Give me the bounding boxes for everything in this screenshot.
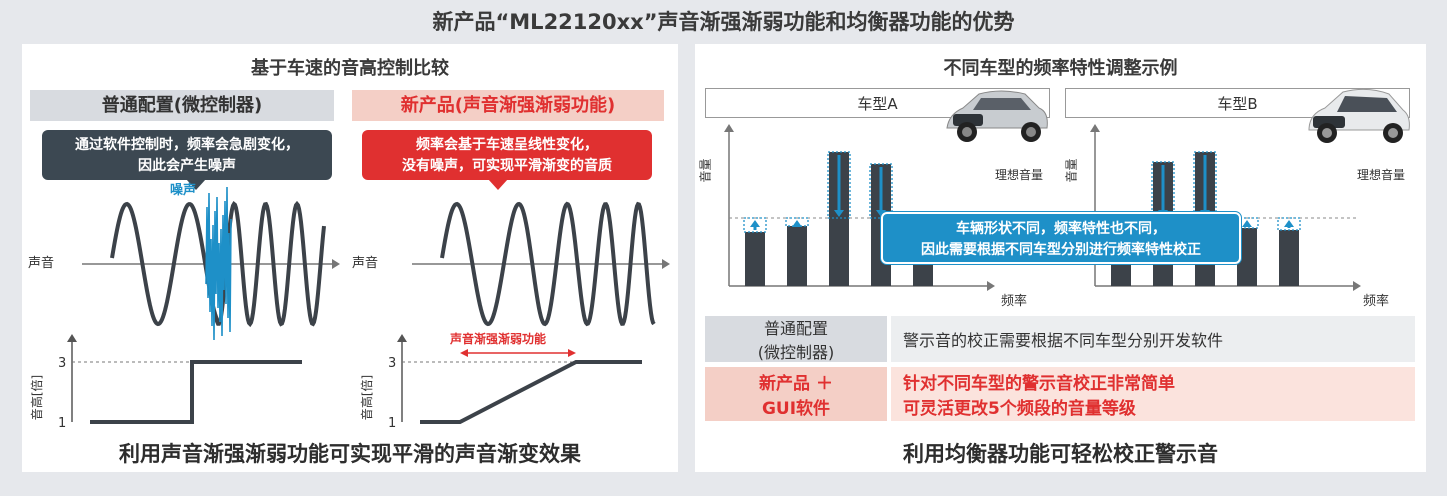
car-a-eq-bar <box>829 152 849 286</box>
row-conventional-text-line1: 警示音的校正需要根据不同车型分别开发软件 <box>903 331 1224 350</box>
car-a-eq-bar <box>787 226 807 286</box>
eq-callout-line1: 车辆形状不同，频率特性也不同， <box>956 221 1166 237</box>
car-a-eq-adjust-arrowhead <box>834 210 844 217</box>
right-panel-title: 不同车型的频率特性调整示例 <box>943 58 1178 79</box>
left-panel-title: 基于车速的音高控制比较 <box>251 58 449 79</box>
car-b-icon <box>1308 88 1410 143</box>
row-new-text-line1: 针对不同车型的警示音校正非常简单 <box>903 374 1175 394</box>
car-b-eq-bar <box>1237 228 1257 286</box>
car-a-eq-adjust-arrowhead <box>876 210 886 217</box>
row-conventional-label: 普通配置 (微控制器) <box>705 316 887 362</box>
conventional-callout-line1: 通过软件控制时，频率会急剧变化， <box>75 137 299 153</box>
car-a-eq-chart <box>724 124 995 291</box>
eq-callout-line2: 因此需要根据不同车型分别进行频率特性校正 <box>921 242 1201 258</box>
new-pitch-chart <box>397 334 642 424</box>
row-new-label-line1: 新产品 ＋ <box>759 374 833 394</box>
conventional-callout: 通过软件控制时，频率会急剧变化， 因此会产生噪声 <box>42 130 332 180</box>
car-a-eq-adjust-box <box>869 163 893 219</box>
new-product-callout: 频率会基于车速呈线性变化， 没有噪声，可实现平滑渐变的音质 <box>362 130 652 180</box>
conventional-header: 普通配置(微控制器) <box>30 90 334 121</box>
car-a-eq-adjust-box <box>743 217 767 233</box>
conventional-callout-line2: 因此会产生噪声 <box>138 158 236 174</box>
noise-spikes <box>205 186 232 341</box>
row-new-text-line2: 可灵活更改5个频段的音量等级 <box>903 399 1136 419</box>
new-sound-label: 声音 <box>352 256 379 271</box>
car-a-eq-adjust-arrowhead <box>750 220 760 227</box>
conventional-waveform <box>82 186 340 341</box>
row-new-label: 新产品 ＋ GUI软件 <box>705 367 887 421</box>
fade-function-label: 声音渐强渐弱功能 <box>450 332 547 346</box>
car-b-eq-chart <box>1090 124 1361 291</box>
car-b-eq-adjust-box <box>1277 217 1301 231</box>
fade-range-arrow-right <box>568 349 576 357</box>
car-b-ideal-label: 理想音量 <box>1357 168 1406 182</box>
car-b-eq-y-axis-arrow <box>1090 124 1100 132</box>
row-new-label-line2: GUI软件 <box>761 399 831 419</box>
noise-label: 噪声 <box>170 183 197 198</box>
right-panel: 不同车型的频率特性调整示例 车型A 车型B 音量 理想音量 频率 音量 理想音量… <box>695 44 1426 472</box>
car-a-icon <box>946 90 1048 142</box>
sound-wave-line <box>440 201 656 327</box>
car-b-eq-adjust-arrowhead <box>1284 220 1294 227</box>
car-a-eq-y-axis-arrow <box>724 124 734 132</box>
row-new-text: 针对不同车型的警示音校正非常简单 可灵活更改5个频段的音量等级 <box>891 367 1415 421</box>
car-a-eq-adjust-arrowhead <box>792 220 802 227</box>
conventional-pitch-step-line <box>90 360 302 424</box>
sound-wave-line <box>110 200 326 328</box>
new-pitch-y-arrow <box>397 334 407 342</box>
sound-x-axis-arrow <box>332 259 340 269</box>
new-pitch-ramp-line <box>420 360 642 424</box>
fade-range-arrow-left <box>460 349 468 357</box>
car-a-freq-axis-label: 频率 <box>1001 294 1028 309</box>
conventional-pitch-chart <box>67 334 302 424</box>
left-panel: 基于车速的音高控制比较 普通配置(微控制器) 新产品(声音渐强渐弱功能) 通过软… <box>22 44 678 472</box>
row-conventional-text: 警示音的校正需要根据不同车型分别开发软件 <box>891 316 1415 362</box>
conventional-tick-1: 1 <box>58 416 67 431</box>
new-product-callout-line1: 频率会基于车速呈线性变化， <box>416 137 598 153</box>
car-b-eq-bar <box>1279 230 1299 286</box>
conventional-callout-pointer <box>186 179 206 190</box>
conventional-sound-label: 声音 <box>28 256 55 271</box>
page-title: 新产品“ML22120xx”声音渐强渐弱功能和均衡器功能的优势 <box>432 10 1015 34</box>
row-conventional-label-line1: 普通配置 <box>763 319 828 338</box>
car-b-eq-x-axis-arrow <box>1353 281 1361 291</box>
row-conventional-label-line2: (微控制器) <box>757 343 835 362</box>
left-panel-conclusion: 利用声音渐强渐弱功能可实现平滑的声音渐变效果 <box>119 442 581 466</box>
new-product-header: 新产品(声音渐强渐弱功能) <box>352 90 664 121</box>
new-product-callout-pointer <box>488 179 508 190</box>
conventional-pitch-y-arrow <box>67 334 77 342</box>
eq-callout: 车辆形状不同，频率特性也不同， 因此需要根据不同车型分别进行频率特性校正 <box>881 212 1241 264</box>
right-panel-conclusion: 利用均衡器功能可轻松校正警示音 <box>903 442 1218 466</box>
new-tick-3: 3 <box>388 356 397 371</box>
conventional-tick-3: 3 <box>58 356 67 371</box>
sound-x-axis-arrow <box>662 259 670 269</box>
car-a-eq-bar <box>745 232 765 286</box>
new-product-waveform <box>412 201 670 327</box>
car-b-freq-axis-label: 频率 <box>1363 294 1390 309</box>
car-a-eq-x-axis-arrow <box>987 281 995 291</box>
car-a-ideal-label: 理想音量 <box>995 168 1044 182</box>
car-b-eq-adjust-arrowhead <box>1242 220 1252 227</box>
new-product-callout-line2: 没有噪声，可实现平滑渐变的音质 <box>402 158 612 174</box>
new-tick-1: 1 <box>388 416 397 431</box>
